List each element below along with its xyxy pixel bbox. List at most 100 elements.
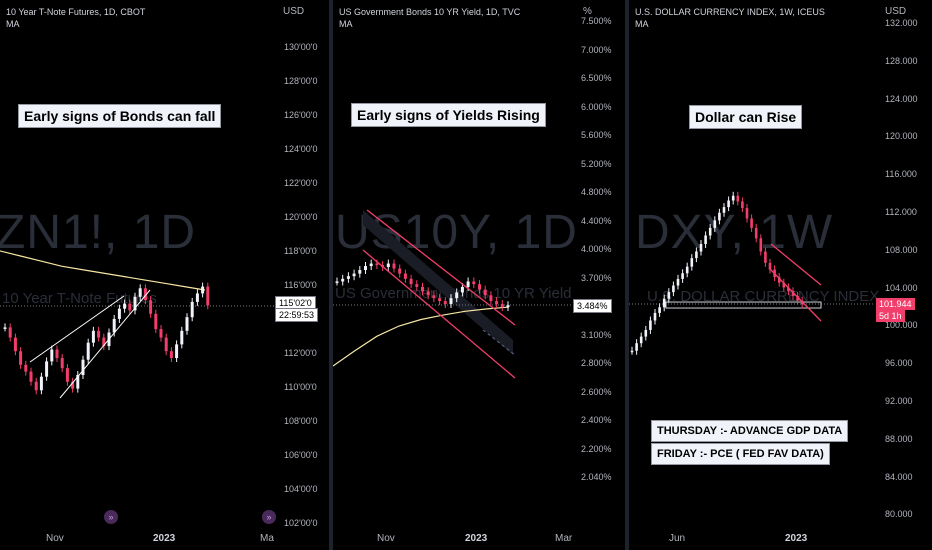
price-tag: 3.484% — [573, 299, 612, 313]
y-tick-label: 88.000 — [885, 433, 913, 444]
candle — [472, 281, 476, 285]
y-tick-label: 80.000 — [885, 509, 913, 520]
candle — [777, 277, 781, 283]
chart-zn1[interactable] — [0, 0, 329, 550]
candle — [426, 291, 430, 296]
ma-label: MA — [635, 19, 649, 29]
y-tick-label: 92.000 — [885, 396, 913, 406]
y-tick-label: 122'00'0 — [284, 178, 318, 188]
candle — [190, 301, 194, 318]
chart-title: 10 Year T-Note Futures, 1D, CBOT — [6, 7, 146, 17]
panel-dxy: DXY, 1W U.S. DOLLAR CURRENCY INDEX U.S. … — [629, 0, 932, 550]
annotation-note: Dollar can Rise — [689, 105, 803, 129]
candle — [403, 273, 407, 279]
y-tick-label: 3.700% — [581, 272, 612, 283]
candle — [128, 303, 132, 311]
candle — [421, 286, 424, 292]
chart-us10y[interactable] — [333, 0, 625, 550]
y-tick-label: 4.400% — [581, 215, 612, 226]
candle — [71, 381, 75, 389]
candle — [392, 263, 396, 269]
candle — [500, 304, 504, 308]
y-tick-label: 2.400% — [581, 415, 612, 425]
y-tick-label: 6.000% — [581, 101, 612, 112]
y-tick-label: 112.000 — [885, 207, 917, 217]
candle — [133, 296, 137, 311]
candle — [699, 243, 703, 252]
candle — [65, 368, 69, 382]
candle — [745, 208, 749, 219]
panel-divider[interactable] — [329, 0, 333, 550]
event-icon[interactable]: » — [104, 510, 118, 524]
candle — [764, 251, 767, 263]
watermark-sub: 10 Year T-Note Futures — [2, 290, 157, 307]
unit-label: % — [583, 6, 592, 17]
watermark: ZN1!, 1D — [0, 206, 197, 259]
candle — [34, 381, 38, 391]
y-tick-label: 112'00'0 — [284, 348, 317, 358]
y-tick-label: 120.000 — [885, 131, 918, 142]
y-tick-label: 104.000 — [885, 282, 918, 293]
candle — [782, 282, 786, 288]
candle — [39, 376, 43, 391]
x-tick: Jun — [669, 533, 686, 544]
candle — [335, 281, 339, 283]
y-tick-label: 2.800% — [581, 358, 612, 368]
candle — [415, 284, 419, 287]
candle — [489, 295, 493, 302]
candle — [695, 251, 698, 259]
candle — [143, 288, 147, 301]
candle — [81, 359, 85, 375]
candle — [409, 278, 413, 285]
ma-label: MA — [6, 19, 20, 29]
event-icon[interactable]: » — [262, 510, 276, 524]
countdown-tag: 22:59:53 — [275, 308, 319, 322]
x-tick: Nov — [46, 533, 64, 544]
chart-dxy[interactable] — [629, 0, 932, 550]
candle — [727, 200, 730, 208]
candle — [736, 195, 740, 202]
candle — [206, 286, 210, 306]
candle — [3, 327, 7, 329]
candle — [386, 263, 390, 268]
panel-divider[interactable] — [625, 0, 629, 550]
candle — [164, 337, 168, 352]
candle — [495, 301, 499, 305]
candle — [754, 227, 758, 239]
y-tick-label: 124.000 — [885, 93, 918, 104]
y-tick-label: 104'00'0 — [284, 484, 318, 494]
candle — [97, 330, 101, 338]
candle — [50, 349, 54, 362]
candle — [796, 295, 799, 301]
candle — [375, 263, 379, 266]
candle — [91, 330, 95, 343]
candle — [13, 337, 17, 352]
trend-line — [59, 289, 151, 399]
candle — [460, 286, 464, 293]
candle — [466, 281, 470, 287]
y-tick-label: 100.000 — [885, 320, 918, 331]
y-tick-label: 116'00'0 — [284, 280, 317, 290]
candle — [718, 212, 721, 221]
candle — [478, 284, 481, 290]
candle — [86, 342, 90, 360]
y-tick-label: 132.000 — [885, 18, 918, 28]
candle — [352, 273, 356, 277]
ma-label: MA — [339, 19, 353, 29]
y-tick-label: 128'00'0 — [284, 76, 318, 86]
channel-line-lower — [362, 249, 516, 379]
y-tick-label: 120'00'0 — [284, 212, 318, 222]
candle — [112, 318, 116, 333]
y-tick-label: 106'00'0 — [284, 450, 318, 460]
watermark: DXY, 1W — [635, 206, 834, 259]
y-tick-label: 7.000% — [581, 44, 612, 55]
candle — [708, 227, 712, 236]
channel-line-upper — [366, 209, 516, 326]
annotation-note: Early signs of Yields Rising — [351, 103, 546, 127]
candle — [29, 371, 33, 382]
candle — [432, 295, 436, 299]
y-tick-label: 2.600% — [581, 386, 612, 397]
support-zone — [665, 301, 822, 309]
candle — [369, 263, 373, 267]
y-tick-label: 102'00'0 — [284, 518, 318, 528]
